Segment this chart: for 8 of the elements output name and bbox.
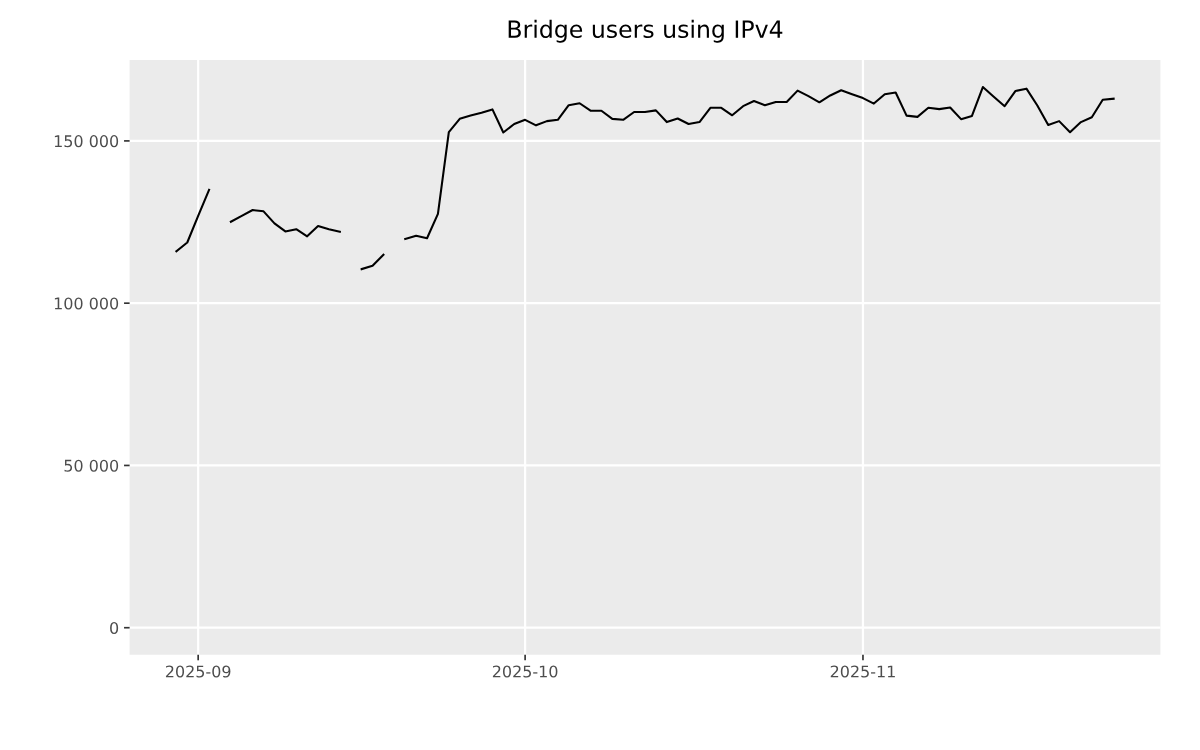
y-tick-label: 150 000 (54, 135, 119, 148)
x-tick-label: 2025-10 (492, 665, 558, 678)
y-tick-label: 100 000 (54, 297, 119, 310)
y-tick-label: 0 (110, 621, 119, 635)
chart-title: Bridge users using IPv4 (508, 19, 783, 43)
x-tick-label: 2025-09 (165, 665, 231, 678)
y-tick-label: 50 000 (64, 459, 119, 472)
x-tick-label: 2025-11 (830, 665, 895, 678)
